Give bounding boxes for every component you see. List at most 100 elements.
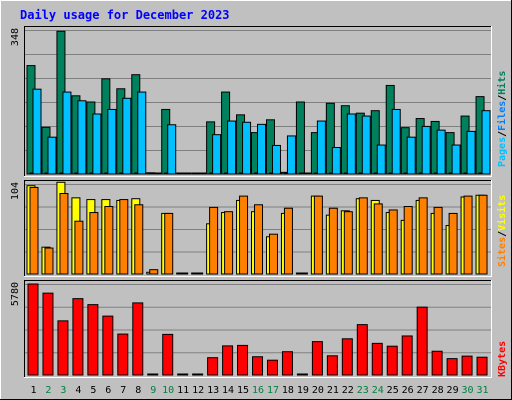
bar-kbytes-day-12 <box>192 373 204 376</box>
bar-kbytes-day-13 <box>207 357 219 376</box>
day-label-1: 1 <box>30 385 36 396</box>
bar-pages-day-10 <box>167 124 177 175</box>
day-label-3: 3 <box>60 385 66 396</box>
day-label-27: 27 <box>417 385 429 396</box>
legend-part: Sites <box>496 237 508 267</box>
bar-sites-day-19 <box>298 272 308 275</box>
bar-kbytes-day-24 <box>371 342 383 376</box>
bar-sites-day-10 <box>164 212 174 275</box>
bar-sites-day-3 <box>59 193 69 275</box>
bar-kbytes-day-17 <box>266 359 278 376</box>
bar-pages-day-12 <box>197 172 207 175</box>
bar-pages-day-17 <box>271 144 281 175</box>
legend-part: Hits <box>496 71 508 95</box>
bar-kbytes-day-31 <box>476 356 488 376</box>
bar-sites-day-26 <box>403 206 413 275</box>
bar-sites-day-21 <box>328 207 338 275</box>
bar-kbytes-day-16 <box>252 356 264 376</box>
bar-kbytes-day-18 <box>281 351 293 376</box>
day-label-19: 19 <box>297 385 309 396</box>
bar-sites-day-11 <box>179 272 189 275</box>
day-label-2: 2 <box>45 385 51 396</box>
bar-pages-day-28 <box>436 129 446 175</box>
day-label-20: 20 <box>312 385 324 396</box>
bar-hits-day-19 <box>295 101 305 175</box>
bar-pages-day-15 <box>242 121 252 175</box>
day-label-9: 9 <box>150 385 156 396</box>
panel-hits: 348 Pages/Files/Hits <box>10 26 508 177</box>
bar-kbytes-day-30 <box>461 355 473 376</box>
bar-kbytes-day-26 <box>401 335 413 376</box>
panel-visits: 104 Sites/Visits <box>10 180 508 277</box>
legend-label: Pages/Files/Hits <box>496 71 508 167</box>
bar-pages-day-4 <box>77 100 87 175</box>
bar-sites-day-6 <box>104 206 114 275</box>
day-label-31: 31 <box>476 385 488 396</box>
bar-pages-day-9 <box>152 172 162 175</box>
panel-kbytes: 5780 KBytes <box>10 280 508 378</box>
bar-sites-day-13 <box>209 206 219 275</box>
bar-kbytes-day-4 <box>72 298 84 376</box>
bar-kbytes-day-21 <box>326 355 338 376</box>
bar-pages-day-11 <box>182 172 192 175</box>
bar-sites-day-17 <box>268 233 278 275</box>
ymax-label: 5780 <box>10 282 21 306</box>
legend-part: / <box>497 95 508 101</box>
bar-sites-day-16 <box>254 204 264 275</box>
day-label-28: 28 <box>432 385 444 396</box>
bar-pages-day-20 <box>316 120 326 175</box>
bar-kbytes-day-10 <box>162 333 174 376</box>
bar-kbytes-day-15 <box>237 344 249 376</box>
bar-pages-day-18 <box>286 135 296 175</box>
bar-kbytes-day-28 <box>431 350 443 376</box>
chart-panels: 348Pages/Files/Hits104Sites/Visits5780KB… <box>10 26 508 378</box>
bar-kbytes-day-19 <box>296 373 308 376</box>
bar-sites-day-27 <box>418 197 428 275</box>
legend-part: / <box>497 231 508 237</box>
bar-kbytes-day-2 <box>42 292 54 376</box>
ymax-label: 348 <box>10 28 21 46</box>
bar-sites-day-20 <box>313 195 323 275</box>
bar-kbytes-day-3 <box>57 320 69 376</box>
bar-sites-day-31 <box>478 194 488 275</box>
day-label-6: 6 <box>105 385 111 396</box>
bar-pages-day-22 <box>346 113 356 175</box>
day-label-5: 5 <box>90 385 96 396</box>
day-label-12: 12 <box>192 385 204 396</box>
bar-sites-day-15 <box>239 195 249 275</box>
bar-sites-day-25 <box>388 209 398 275</box>
bar-kbytes-day-9 <box>147 373 159 376</box>
bar-kbytes-day-8 <box>132 302 144 376</box>
legend-part: Visits <box>496 195 508 231</box>
day-label-26: 26 <box>402 385 414 396</box>
day-label-30: 30 <box>462 385 474 396</box>
bar-kbytes-day-5 <box>87 304 99 376</box>
bar-kbytes-day-1 <box>27 283 39 376</box>
day-label-22: 22 <box>342 385 354 396</box>
bar-pages-day-8 <box>137 91 147 175</box>
bar-sites-day-24 <box>373 203 383 275</box>
legend-label: Sites/Visits <box>496 195 508 267</box>
bar-sites-day-12 <box>194 272 204 275</box>
bar-sites-day-9 <box>149 269 159 275</box>
bar-kbytes-day-22 <box>341 338 353 376</box>
bar-pages-day-25 <box>391 108 401 175</box>
bar-pages-day-7 <box>122 97 132 175</box>
day-label-29: 29 <box>447 385 459 396</box>
bar-kbytes-day-14 <box>222 345 234 376</box>
bar-pages-day-21 <box>331 147 341 175</box>
day-label-25: 25 <box>387 385 399 396</box>
bar-sites-day-22 <box>343 211 353 275</box>
day-label-23: 23 <box>357 385 369 396</box>
bar-kbytes-day-11 <box>177 373 189 376</box>
bar-sites-day-14 <box>224 211 234 275</box>
bar-pages-day-31 <box>481 110 491 175</box>
chart-title: Daily usage for December 2023 <box>20 8 230 22</box>
day-label-14: 14 <box>222 385 234 396</box>
bar-pages-day-2 <box>47 136 57 175</box>
bar-pages-day-3 <box>62 91 72 175</box>
ymax-label: 104 <box>10 182 21 200</box>
day-label-8: 8 <box>135 385 141 396</box>
day-label-18: 18 <box>282 385 294 396</box>
bar-sites-day-23 <box>358 197 368 275</box>
